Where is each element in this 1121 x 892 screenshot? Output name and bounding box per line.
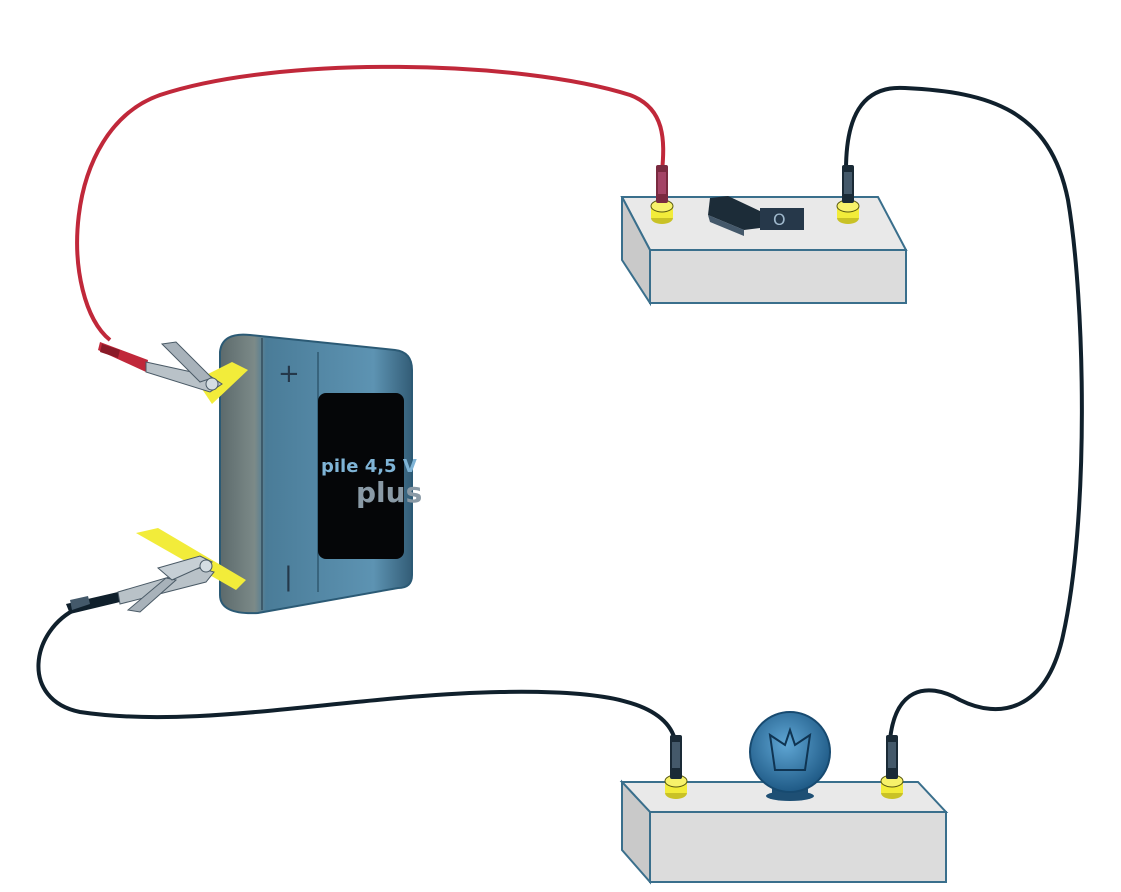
switch-terminal-left xyxy=(650,199,674,224)
banana-plug-icon xyxy=(842,165,854,203)
lamp-icon[interactable] xyxy=(619,711,949,885)
banana-plug-icon xyxy=(656,165,668,203)
battery-label-panel xyxy=(318,393,404,559)
alligator-clip-icon xyxy=(66,555,215,614)
battery-brand-label: plus xyxy=(356,476,422,509)
switch-icon[interactable]: O xyxy=(620,165,908,307)
battery-icon[interactable]: pile 4,5 V plus + | xyxy=(136,333,422,615)
banana-plug-icon xyxy=(886,735,898,779)
lamp-terminal-right xyxy=(880,774,904,799)
switch-to-lamp-wire xyxy=(844,85,1084,741)
banana-plug-icon xyxy=(670,735,682,779)
battery-voltage-label: pile 4,5 V xyxy=(321,456,417,477)
switch-lever[interactable]: O xyxy=(708,196,804,236)
battery-plus-sign: + xyxy=(278,359,300,389)
positive-wire xyxy=(75,64,666,342)
battery-minus-sign: | xyxy=(284,562,293,592)
switch-off-mark: O xyxy=(773,210,786,229)
alligator-clip-icon xyxy=(98,341,223,393)
negative-wire xyxy=(36,606,678,746)
switch-terminal-right xyxy=(836,199,860,224)
battery-positive-tab xyxy=(196,362,248,404)
bulb-icon xyxy=(749,711,831,801)
